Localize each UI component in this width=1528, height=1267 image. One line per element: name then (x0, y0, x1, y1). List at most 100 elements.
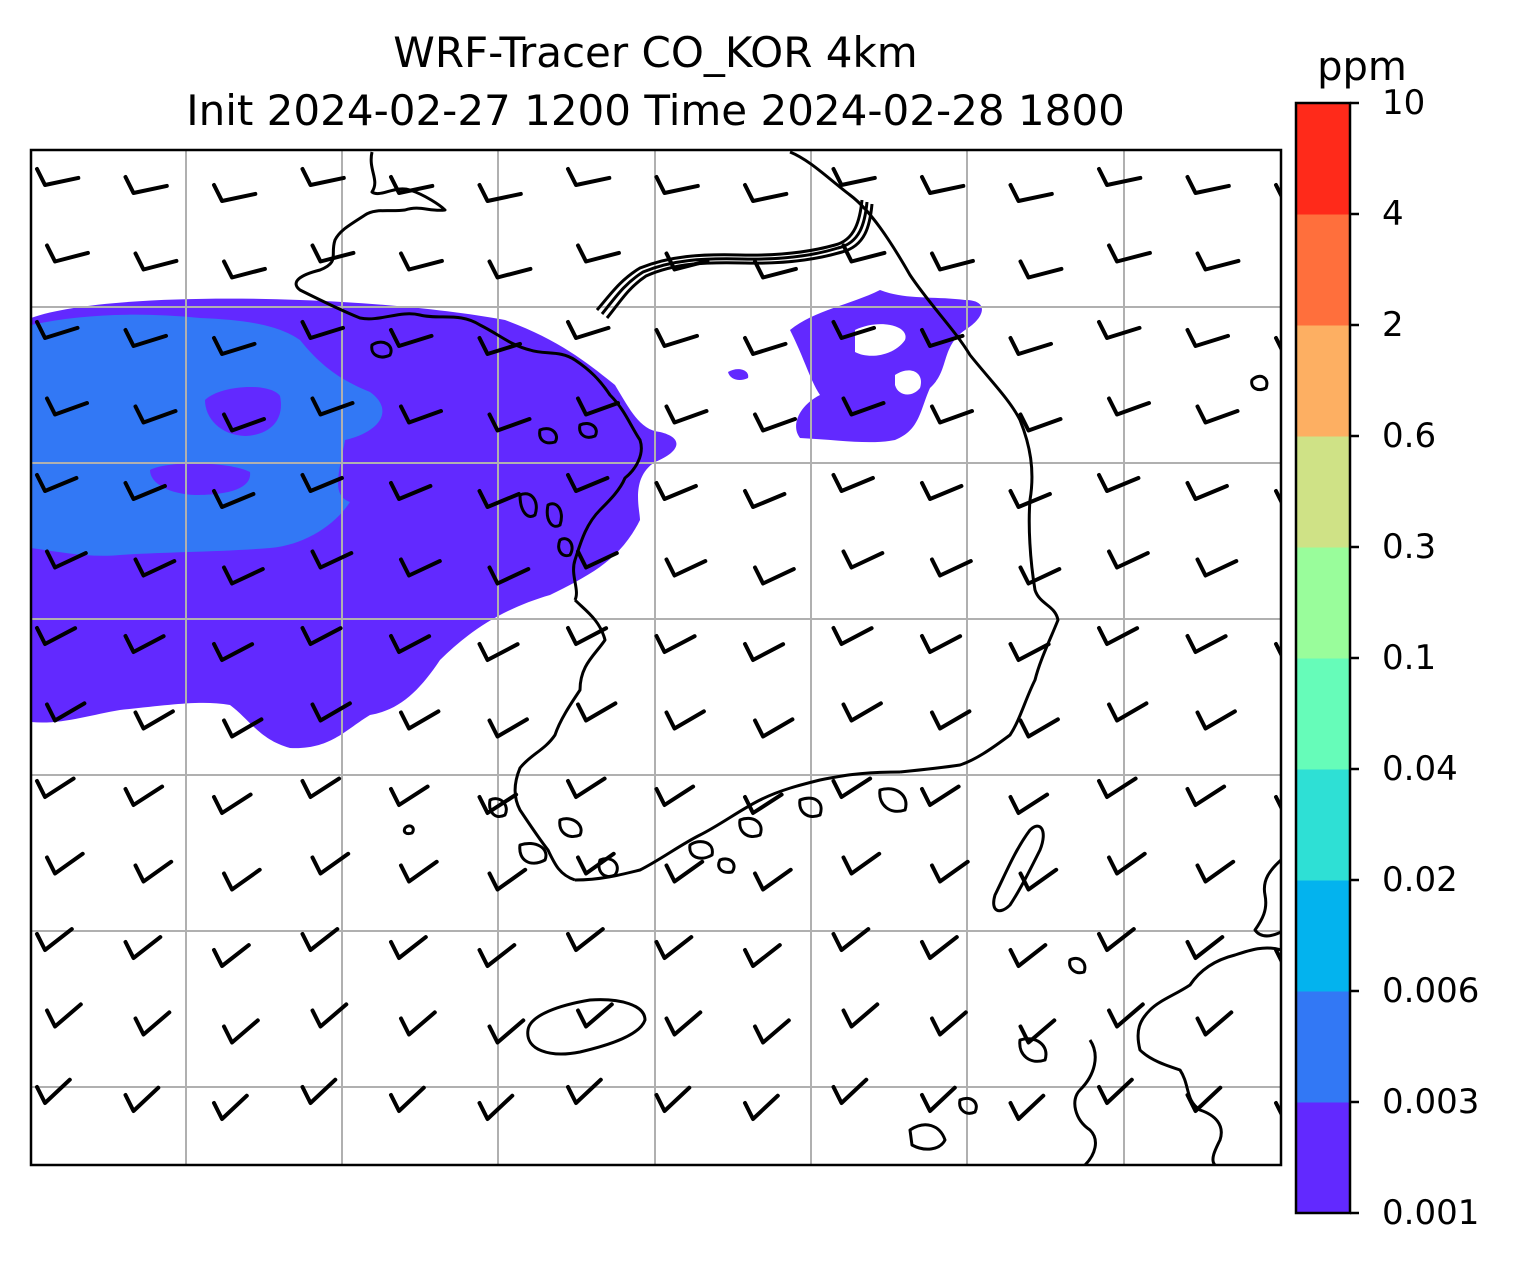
wind-barb (664, 709, 706, 731)
wind-barb (123, 935, 163, 960)
wind-barbs (35, 167, 1281, 1121)
wind-barb (920, 175, 966, 195)
wind-barb (123, 1085, 161, 1113)
colorbar-tick-label: 0.02 (1382, 860, 1458, 900)
wind-barb (222, 717, 264, 739)
jeju-island (526, 998, 647, 1056)
wind-barb (1008, 489, 1052, 509)
wind-barb (1097, 167, 1143, 187)
wind-barb (212, 1093, 249, 1121)
wind-barb (654, 935, 694, 960)
wind-barb (310, 851, 351, 876)
wind-barb (1018, 1018, 1057, 1045)
wind-barb (1107, 1002, 1145, 1029)
wind-barb (1008, 1093, 1046, 1121)
yellow-sea-islands (370, 340, 598, 558)
gridlines (31, 150, 1281, 1165)
wind-barb (1195, 557, 1239, 578)
colorbar-segment (1296, 880, 1350, 992)
tracer-field (31, 290, 982, 749)
wind-barb (654, 175, 700, 195)
south-coast-islands (688, 787, 908, 874)
wind-barb (753, 1018, 791, 1045)
wind-barb (930, 859, 970, 884)
wind-barb (45, 1002, 83, 1029)
wind-barb (487, 717, 529, 739)
wind-barb (1274, 489, 1281, 506)
wind-barb (133, 251, 179, 272)
wind-barb (1107, 851, 1147, 876)
wind-barb (576, 549, 619, 570)
wind-barb (300, 473, 344, 493)
wind-barb (487, 1018, 526, 1045)
wind-barb (310, 243, 356, 264)
wind-barb (566, 320, 611, 340)
east-edge-coast (1253, 858, 1281, 938)
wind-barb (920, 1085, 957, 1113)
colorbar-tick-label: 4 (1382, 194, 1404, 234)
wind-barb (1107, 396, 1151, 417)
wind-barb (1185, 935, 1225, 960)
wind-barb (1274, 183, 1281, 200)
colorbar-tick-label: 10 (1382, 83, 1426, 123)
wind-barb (841, 701, 883, 723)
wind-barb (654, 481, 698, 501)
wind-barb (841, 243, 887, 264)
wind-barb (133, 557, 177, 578)
wind-barb (831, 473, 875, 493)
wind-barb (389, 328, 434, 348)
wind-barb (1185, 634, 1228, 654)
wind-barb (1185, 1085, 1223, 1113)
wind-barb (831, 1077, 869, 1105)
wind-barb (222, 259, 267, 280)
wind-barb (664, 859, 705, 884)
wind-barb (477, 336, 522, 356)
wind-barb (920, 328, 965, 348)
wind-barb (212, 642, 255, 662)
north-korea-west-coast (294, 151, 643, 601)
wind-barb (930, 404, 974, 425)
wind-barb (487, 867, 528, 892)
wind-barb (664, 1010, 703, 1037)
wind-barb (1008, 943, 1048, 968)
colorbar-segment (1296, 991, 1350, 1103)
wind-barb (743, 1093, 780, 1121)
wind-barb (831, 167, 877, 187)
wind-barb (1018, 717, 1060, 739)
wind-barb (399, 251, 444, 272)
wind-barb (133, 859, 174, 884)
wind-barb (477, 642, 520, 662)
wind-barb (841, 851, 882, 876)
wind-barb (222, 565, 265, 586)
japan-islands-south (1073, 1039, 1097, 1165)
korea-west-coast (513, 598, 607, 882)
wind-barb (399, 709, 441, 731)
wind-barb (753, 412, 797, 433)
wind-barb (1097, 626, 1140, 646)
wind-barb (300, 927, 340, 952)
wind-barb (753, 259, 798, 280)
wind-barb (1274, 336, 1281, 353)
wind-barb (123, 175, 169, 195)
wind-barb (1097, 320, 1142, 340)
colorbar-segment (1296, 103, 1350, 215)
wind-barb (389, 784, 430, 807)
wind-barb (1097, 776, 1138, 799)
wind-barb (576, 243, 621, 264)
wind-barb (1274, 948, 1281, 965)
wind-barb (576, 701, 618, 723)
wind-barb (1018, 412, 1063, 433)
colorbar-segment (1296, 325, 1350, 437)
wind-barb (477, 183, 523, 203)
wind-barb (222, 412, 266, 433)
colorbar-tick-label: 0.6 (1382, 416, 1437, 456)
tsushima-island (992, 824, 1045, 913)
map-title-line2: Init 2024-02-27 1200 Time 2024-02-28 180… (186, 86, 1125, 135)
wind-barb (35, 626, 78, 646)
wind-barb (841, 549, 885, 570)
co-level-0.003-core (31, 314, 383, 556)
wind-barb (753, 867, 793, 892)
wind-barb (654, 784, 696, 807)
wind-barb (753, 717, 795, 739)
